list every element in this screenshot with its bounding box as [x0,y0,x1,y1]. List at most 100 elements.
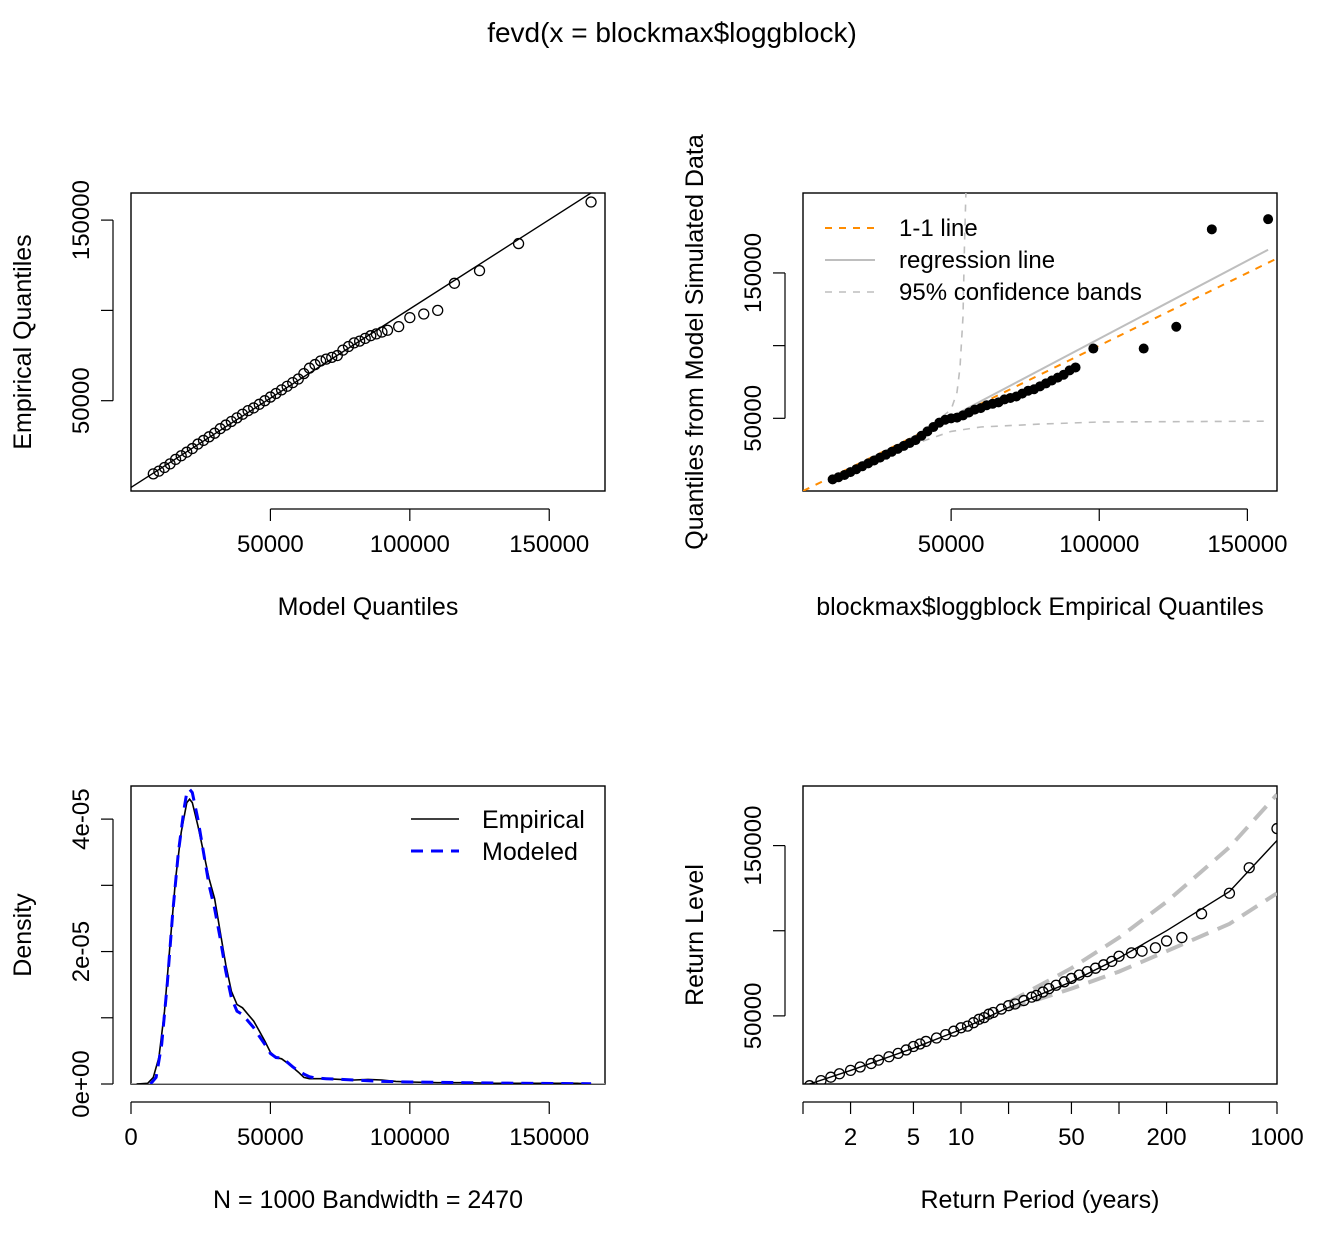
data-point [1136,945,1148,957]
x-tick-label: 100000 [1059,531,1139,558]
ci-lower-line [1007,891,1277,1012]
data-point [287,376,299,389]
x-tick-label: 50 [1058,1124,1085,1151]
data-point [1002,1000,1015,1012]
data-point [844,1064,857,1077]
data-point [192,438,204,450]
data-point [270,387,282,400]
data-point [833,1068,846,1080]
qq-simulated-panel: 50000 100000 150000 50000 150000 blockmax$log… [681,134,1287,621]
x-tick-label: 5 [907,1124,920,1151]
x-tick-label: 150000 [1207,531,1287,558]
data-point [337,344,349,356]
y-tick-label: 0e+00 [68,1050,95,1117]
data-point [309,358,321,371]
data-point [865,1057,877,1070]
data-point [314,355,327,367]
data-point [872,1054,885,1066]
y-tick-label: 150000 [740,233,767,313]
x-axis-label: Return Period (years) [921,1186,1160,1214]
data-point [973,1013,985,1025]
legend: 1-1 line regression line 95% confidence ba… [825,215,1142,306]
data-point [275,384,288,396]
legend: Empirical Modeled [411,806,585,866]
data-point [914,1038,926,1050]
data-point [203,431,215,443]
data-point [920,1035,932,1048]
data-point [348,337,360,349]
x-tick-label: 150000 [509,1124,589,1151]
fit-line [809,840,1277,1084]
x-tick-label: 50000 [237,531,304,558]
x-tick-label: 2 [844,1124,857,1151]
x-tick-label: 1000 [1250,1124,1303,1151]
data-point [320,353,332,365]
data-point [359,332,371,345]
x-tick-label: 200 [1147,1124,1187,1151]
data-point [242,404,254,417]
data-point [1043,982,1055,995]
data-point [1125,947,1138,959]
data-point [253,398,265,410]
data-point [303,362,316,374]
data-point [393,320,405,333]
data-point [153,465,165,477]
data-point [342,340,355,353]
data-point [248,402,260,414]
y-axis-label: Empirical Quantiles [9,234,37,449]
y-axis-label: Quantiles from Model Simulated Data [681,134,709,550]
plot-area [804,793,1277,1084]
x-tick-label: 100000 [370,1124,450,1151]
data-point [512,237,525,250]
legend-label: Modeled [482,838,578,866]
data-point [225,415,238,428]
x-tick-label: 150000 [509,531,589,558]
y-tick-label: 50000 [740,385,767,452]
data-point [1195,908,1208,920]
data-point [418,308,430,320]
y-tick-label: 2e-05 [68,921,95,982]
data-point [220,419,232,431]
legend-label: regression line [899,247,1055,274]
x-axis-label: Model Quantiles [278,593,459,621]
data-point [995,1003,1007,1015]
data-point [1171,321,1182,332]
data-point [231,412,243,424]
x-tick-label: 0 [124,1124,137,1151]
data-point [448,277,461,289]
plot-area [803,193,1277,491]
data-point [1176,931,1188,944]
plot-frame [130,192,606,492]
data-point [1271,822,1277,835]
data-point [1058,976,1070,988]
data-point [1070,362,1081,373]
data-point [585,196,597,208]
return-level-panel: 2 5 10 50 200 1000 50000 150000 Return Period (y… [681,785,1304,1214]
data-point [259,395,271,407]
y-axis-label: Density [9,893,37,977]
plot-frame [802,192,1278,492]
data-point [370,328,383,340]
data-point [900,1044,912,1056]
data-point [1088,343,1099,354]
x-axis-label: blockmax$loggblock Empirical Quantiles [816,593,1263,621]
x-axis-label: N = 1000 Bandwidth = 2470 [213,1186,523,1214]
y-tick-label: 50000 [68,367,95,434]
confidence-band-upper [832,193,967,478]
data-point [1138,343,1149,354]
y-tick-label: 4e-05 [68,788,95,849]
data-point [967,1017,980,1029]
y-tick-label: 150000 [740,806,767,886]
data-point [1206,224,1217,235]
data-point [1030,989,1043,1002]
data-point [376,326,388,338]
data-point [404,311,416,324]
x-tick-label: 50000 [237,1124,304,1151]
plot-area [131,786,605,1084]
series-line-modeled [149,786,592,1084]
density-panel: 0 50000 100000 150000 0e+00 2e-05 4e-05 N = 100… [9,785,606,1214]
legend-label: 1-1 line [899,215,978,242]
data-point [158,461,171,474]
data-point [473,265,486,277]
